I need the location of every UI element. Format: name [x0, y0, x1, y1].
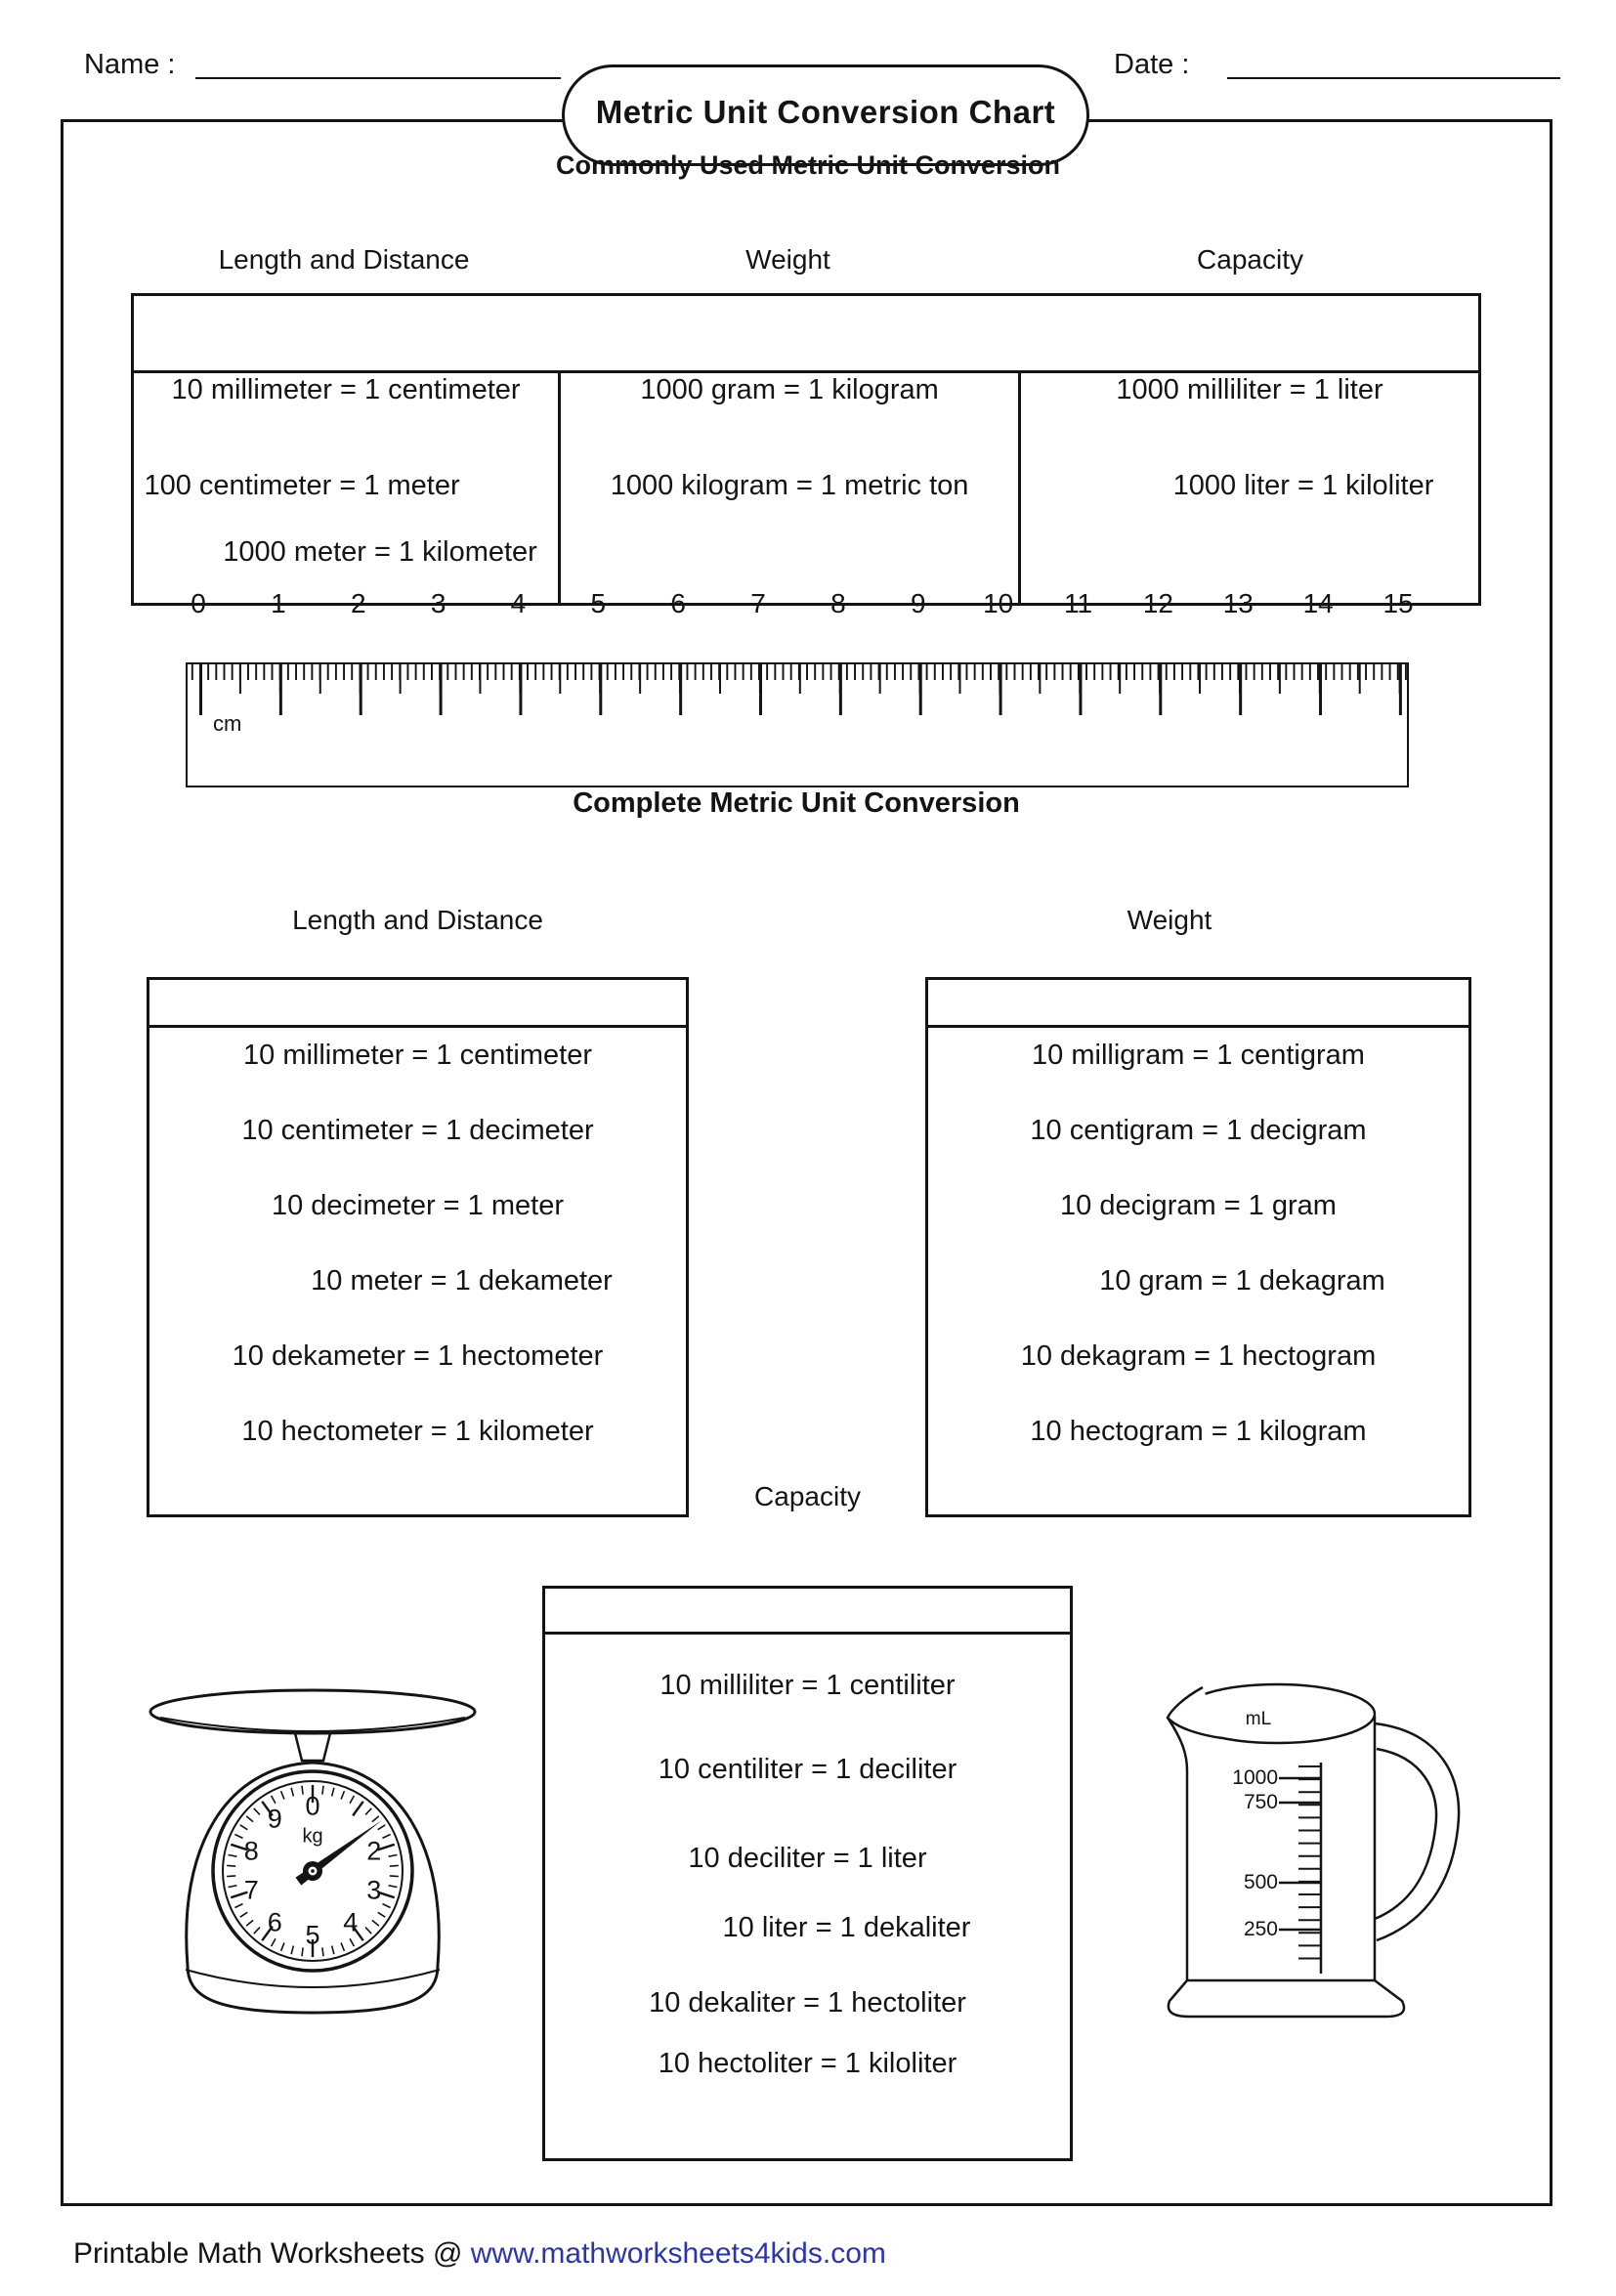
- ruler-number: 3: [430, 588, 447, 618]
- ruler-number-row: 0 1 2 3 4 5 6 7 8 9 10 11 12 13 14 15: [186, 588, 1413, 619]
- ruler-number: 14: [1302, 588, 1334, 618]
- conversion-fact: 10 meter = 1 dekameter: [311, 1265, 613, 1297]
- footer-text: Printable Math Worksheets @: [73, 2237, 471, 2270]
- ruler-number: 0: [191, 588, 206, 618]
- section-subtitle: Commonly Used Metric Unit Conversion: [555, 150, 1061, 180]
- conversion-fact: 10 millimeter = 1 centimeter: [171, 374, 521, 405]
- length-conversion-box: 10 millimeter = 1 centimeter 10 centimete…: [147, 977, 689, 1517]
- ruler-number: 15: [1382, 588, 1414, 618]
- conversion-fact: 100 centimeter = 1 meter: [144, 470, 460, 501]
- box-header-band: [149, 980, 686, 1028]
- table-header-band: [134, 296, 1478, 373]
- conversion-fact: 10 centiliter = 1 deciliter: [658, 1754, 957, 1785]
- weight-column: 1000 gram = 1 kilogram 1000 kilogram = 1 …: [558, 373, 1018, 603]
- capacity-column: 1000 milliliter = 1 liter 1000 liter = 1 …: [1018, 373, 1478, 603]
- conversion-fact: 1000 liter = 1 kiloliter: [1172, 470, 1434, 501]
- date-line: [1227, 77, 1560, 79]
- weight-conversion-box: 10 milligram = 1 centigram 10 centigram =…: [925, 977, 1471, 1517]
- length-column: 10 millimeter = 1 centimeter 100 centimet…: [134, 373, 558, 603]
- footer-credit: Printable Math Worksheets @ www.mathwork…: [73, 2237, 886, 2271]
- conversion-fact: 10 dekagram = 1 hectogram: [1020, 1340, 1377, 1372]
- conversion-fact: 1000 gram = 1 kilogram: [640, 374, 939, 405]
- complete-section-heading: Complete Metric Unit Conversion: [573, 787, 1020, 819]
- conversion-fact: 10 milliliter = 1 centiliter: [659, 1670, 956, 1701]
- centimeter-ruler: cm: [186, 662, 1409, 787]
- conversion-fact: 1000 meter = 1 kilometer: [223, 536, 537, 568]
- box-header-band: [928, 980, 1468, 1028]
- ruler-number: 7: [750, 588, 766, 618]
- ruler-number: 12: [1142, 588, 1174, 618]
- page-title: Metric Unit Conversion Chart: [595, 94, 1056, 130]
- column-header-capacity: Capacity: [1197, 244, 1303, 275]
- conversion-fact: 1000 kilogram = 1 metric ton: [610, 470, 969, 501]
- footer-link[interactable]: www.mathworksheets4kids.com: [470, 2237, 886, 2270]
- conversion-fact: 10 centimeter = 1 decimeter: [241, 1115, 594, 1146]
- weight-box-label: Weight: [1127, 905, 1212, 935]
- conversion-fact: 10 dekaliter = 1 hectoliter: [649, 1987, 966, 2019]
- ruler-number: 1: [271, 588, 286, 618]
- conversion-fact: 10 deciliter = 1 liter: [688, 1843, 927, 1874]
- title-bubble: Metric Unit Conversion Chart: [562, 64, 1089, 166]
- conversion-fact: 10 millimeter = 1 centimeter: [243, 1040, 592, 1071]
- ruler-number: 5: [590, 588, 607, 618]
- conversion-fact: 10 gram = 1 dekagram: [1099, 1265, 1385, 1297]
- date-label: Date :: [1114, 49, 1190, 80]
- common-conversion-table: 10 millimeter = 1 centimeter 100 centimet…: [131, 293, 1481, 606]
- conversion-fact: 10 milligram = 1 centigram: [1032, 1040, 1365, 1071]
- conversion-fact: 10 hectogram = 1 kilogram: [1030, 1416, 1367, 1447]
- ruler-number: 6: [670, 588, 687, 618]
- conversion-fact: 10 dekameter = 1 hectometer: [232, 1340, 604, 1372]
- column-header-weight: Weight: [745, 244, 830, 275]
- capacity-box-label: Capacity: [754, 1481, 861, 1511]
- length-box-label: Length and Distance: [292, 905, 543, 935]
- conversion-fact: 1000 milliliter = 1 liter: [1116, 374, 1383, 405]
- conversion-fact: 10 liter = 1 dekaliter: [722, 1912, 971, 1943]
- ruler-number: 2: [350, 588, 366, 618]
- conversion-fact: 10 decigram = 1 gram: [1060, 1190, 1337, 1221]
- conversion-fact: 10 hectoliter = 1 kiloliter: [658, 2048, 957, 2079]
- ruler-unit-label: cm: [213, 711, 242, 736]
- ruler-number: 8: [830, 588, 846, 618]
- conversion-fact: 10 hectometer = 1 kilometer: [241, 1416, 594, 1447]
- ruler-number: 4: [510, 588, 527, 618]
- ruler-number: 11: [1064, 588, 1093, 618]
- name-label: Name :: [84, 49, 176, 80]
- box-header-band: [545, 1589, 1070, 1635]
- ruler-number: 13: [1222, 588, 1254, 618]
- conversion-fact: 10 decimeter = 1 meter: [271, 1190, 564, 1221]
- ruler-number: 10: [983, 588, 1014, 618]
- capacity-conversion-box: 10 milliliter = 1 centiliter 10 centilite…: [542, 1586, 1073, 2161]
- ruler-number: 9: [911, 588, 926, 618]
- column-header-length: Length and Distance: [218, 244, 470, 275]
- conversion-fact: 10 centigram = 1 decigram: [1030, 1115, 1367, 1146]
- name-line: [195, 77, 561, 79]
